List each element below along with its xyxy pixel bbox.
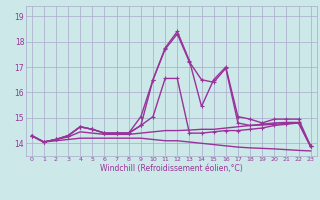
X-axis label: Windchill (Refroidissement éolien,°C): Windchill (Refroidissement éolien,°C) bbox=[100, 164, 243, 173]
